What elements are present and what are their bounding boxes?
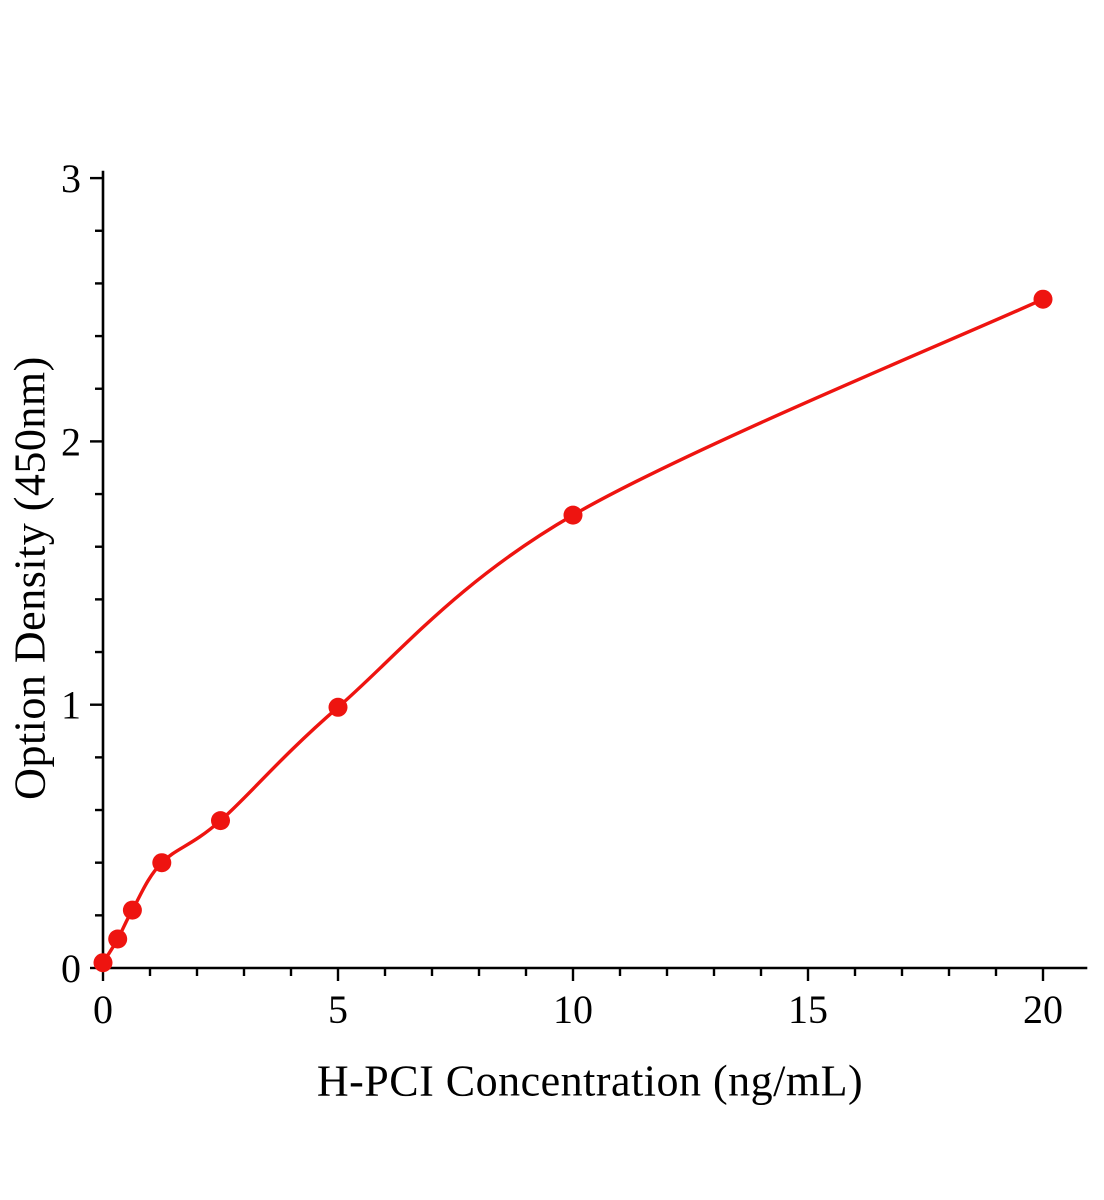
data-point — [1033, 289, 1053, 309]
x-tick-label: 5 — [328, 987, 348, 1032]
y-tick-label: 3 — [61, 156, 81, 201]
tick-labels: 0 5 10 15 20 0 1 2 3 — [61, 156, 1063, 1032]
ticks — [90, 176, 1045, 981]
fit-curve — [101, 297, 1044, 964]
data-point — [108, 929, 128, 949]
y-axis-title: Option Density (450nm) — [5, 356, 55, 800]
axes — [101, 170, 1088, 970]
x-axis-title: H-PCI Concentration (ng/mL) — [316, 1056, 864, 1106]
data-point — [328, 697, 348, 717]
data-point — [122, 900, 142, 920]
data-point — [211, 811, 230, 831]
data-point — [152, 853, 172, 873]
x-tick-label: 20 — [1023, 987, 1063, 1032]
x-tick-label: 15 — [788, 987, 828, 1032]
x-tick-label: 10 — [553, 987, 593, 1032]
y-tick-label: 2 — [61, 419, 81, 464]
x-tick-label: 0 — [93, 987, 113, 1032]
y-tick-label: 1 — [61, 683, 81, 728]
y-tick-label: 0 — [61, 946, 81, 991]
data-points — [93, 289, 1053, 973]
data-point — [93, 953, 113, 973]
data-point — [563, 505, 583, 525]
